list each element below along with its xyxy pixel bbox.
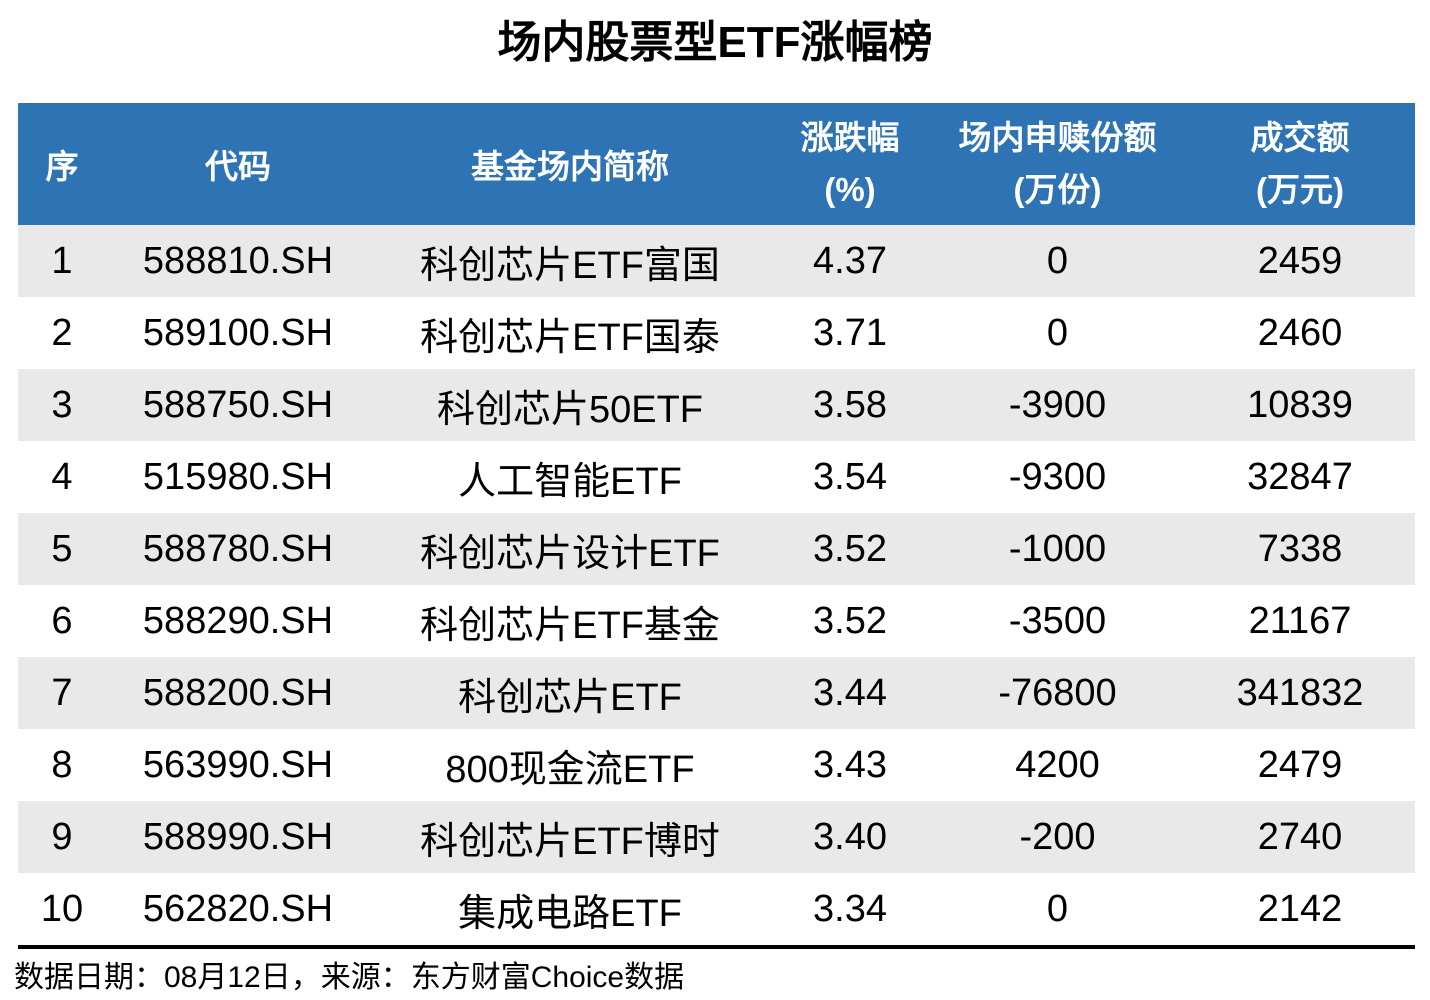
cell-rank: 10 — [18, 873, 106, 945]
table-row: 8 563990.SH 800现金流ETF 3.43 4200 2479 — [18, 729, 1415, 801]
cell-rank: 8 — [18, 729, 106, 801]
table-body: 1 588810.SH 科创芯片ETF富国 4.37 0 2459 2 5891… — [18, 225, 1415, 945]
cell-change: 3.71 — [770, 297, 930, 369]
table-row: 9 588990.SH 科创芯片ETF博时 3.40 -200 2740 — [18, 801, 1415, 873]
table-row: 1 588810.SH 科创芯片ETF富国 4.37 0 2459 — [18, 225, 1415, 297]
cell-name: 集成电路ETF — [370, 873, 770, 945]
table-row: 5 588780.SH 科创芯片设计ETF 3.52 -1000 7338 — [18, 513, 1415, 585]
cell-change: 3.44 — [770, 657, 930, 729]
cell-flow: 0 — [930, 225, 1185, 297]
data-source-note: 数据日期：08月12日，来源：东方财富Choice数据 — [14, 961, 685, 994]
cell-code: 588990.SH — [106, 801, 370, 873]
cell-code: 588810.SH — [106, 225, 370, 297]
cell-code: 563990.SH — [106, 729, 370, 801]
table-row: 3 588750.SH 科创芯片50ETF 3.58 -3900 10839 — [18, 369, 1415, 441]
table-row: 2 589100.SH 科创芯片ETF国泰 3.71 0 2460 — [18, 297, 1415, 369]
table-row: 6 588290.SH 科创芯片ETF基金 3.52 -3500 21167 — [18, 585, 1415, 657]
cell-rank: 2 — [18, 297, 106, 369]
cell-turnover: 32847 — [1185, 441, 1415, 513]
cell-turnover: 2460 — [1185, 297, 1415, 369]
cell-name: 科创芯片ETF博时 — [370, 801, 770, 873]
column-header-flow-unit: (万份) — [1013, 171, 1102, 208]
cell-name: 人工智能ETF — [370, 441, 770, 513]
etf-ranking-table: 序 代码 基金场内简称 涨跌幅 (%) 场内申赎份额 (万份) 成交额 (万元) — [18, 103, 1415, 945]
column-header-turnover-label: 成交额 — [1250, 119, 1350, 156]
cell-flow: 0 — [930, 297, 1185, 369]
cell-rank: 9 — [18, 801, 106, 873]
table-row: 7 588200.SH 科创芯片ETF 3.44 -76800 341832 — [18, 657, 1415, 729]
column-header-rank: 序 — [18, 103, 106, 225]
cell-flow: 0 — [930, 873, 1185, 945]
cell-code: 588290.SH — [106, 585, 370, 657]
cell-change: 3.40 — [770, 801, 930, 873]
cell-name: 科创芯片设计ETF — [370, 513, 770, 585]
column-header-flow: 场内申赎份额 (万份) — [930, 103, 1185, 225]
table-row: 4 515980.SH 人工智能ETF 3.54 -9300 32847 — [18, 441, 1415, 513]
cell-change: 3.43 — [770, 729, 930, 801]
cell-name: 科创芯片ETF基金 — [370, 585, 770, 657]
cell-name: 科创芯片ETF富国 — [370, 225, 770, 297]
column-header-turnover-unit: (万元) — [1256, 171, 1344, 208]
cell-code: 588750.SH — [106, 369, 370, 441]
column-header-flow-label: 场内申赎份额 — [958, 119, 1157, 156]
header-row: 序 代码 基金场内简称 涨跌幅 (%) 场内申赎份额 (万份) 成交额 (万元) — [18, 103, 1415, 225]
cell-turnover: 2142 — [1185, 873, 1415, 945]
cell-turnover: 2740 — [1185, 801, 1415, 873]
column-header-change-label: 涨跌幅 — [800, 119, 900, 156]
cell-code: 588200.SH — [106, 657, 370, 729]
cell-change: 3.54 — [770, 441, 930, 513]
cell-flow: -9300 — [930, 441, 1185, 513]
cell-change: 4.37 — [770, 225, 930, 297]
cell-rank: 3 — [18, 369, 106, 441]
cell-code: 562820.SH — [106, 873, 370, 945]
cell-change: 3.58 — [770, 369, 930, 441]
cell-rank: 4 — [18, 441, 106, 513]
table-header: 序 代码 基金场内简称 涨跌幅 (%) 场内申赎份额 (万份) 成交额 (万元) — [18, 103, 1415, 225]
column-header-change: 涨跌幅 (%) — [770, 103, 930, 225]
cell-turnover: 2479 — [1185, 729, 1415, 801]
cell-name: 科创芯片ETF — [370, 657, 770, 729]
cell-turnover: 341832 — [1185, 657, 1415, 729]
cell-flow: -3900 — [930, 369, 1185, 441]
column-header-turnover: 成交额 (万元) — [1185, 103, 1415, 225]
cell-turnover: 21167 — [1185, 585, 1415, 657]
column-header-name: 基金场内简称 — [370, 103, 770, 225]
cell-flow: -76800 — [930, 657, 1185, 729]
cell-flow: -1000 — [930, 513, 1185, 585]
etf-ranking-table-wrap: 序 代码 基金场内简称 涨跌幅 (%) 场内申赎份额 (万份) 成交额 (万元) — [18, 103, 1415, 949]
table-row: 10 562820.SH 集成电路ETF 3.34 0 2142 — [18, 873, 1415, 945]
cell-turnover: 10839 — [1185, 369, 1415, 441]
page-title: 场内股票型ETF涨幅榜 — [497, 18, 933, 67]
cell-rank: 7 — [18, 657, 106, 729]
cell-code: 589100.SH — [106, 297, 370, 369]
cell-name: 科创芯片50ETF — [370, 369, 770, 441]
cell-turnover: 7338 — [1185, 513, 1415, 585]
cell-rank: 5 — [18, 513, 106, 585]
cell-name: 800现金流ETF — [370, 729, 770, 801]
cell-rank: 1 — [18, 225, 106, 297]
column-header-change-unit: (%) — [824, 171, 876, 208]
cell-turnover: 2459 — [1185, 225, 1415, 297]
cell-change: 3.52 — [770, 513, 930, 585]
cell-flow: -3500 — [930, 585, 1185, 657]
cell-change: 3.52 — [770, 585, 930, 657]
cell-code: 515980.SH — [106, 441, 370, 513]
cell-rank: 6 — [18, 585, 106, 657]
column-header-code: 代码 — [106, 103, 370, 225]
cell-flow: -200 — [930, 801, 1185, 873]
cell-code: 588780.SH — [106, 513, 370, 585]
cell-name: 科创芯片ETF国泰 — [370, 297, 770, 369]
cell-flow: 4200 — [930, 729, 1185, 801]
cell-change: 3.34 — [770, 873, 930, 945]
